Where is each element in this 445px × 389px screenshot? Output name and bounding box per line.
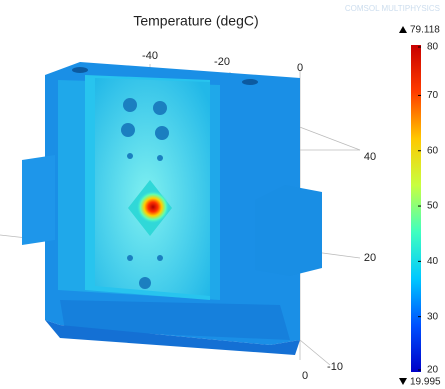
colorbar-tick-label: 20 — [427, 365, 439, 376]
max-marker — [399, 26, 407, 33]
colorbar-tick-label: 80 — [427, 42, 439, 53]
model — [22, 62, 322, 355]
min-label: 19.995 — [410, 377, 441, 388]
z-tick-label: -10 — [327, 361, 343, 373]
y-tick-label: 40 — [364, 151, 376, 163]
x-tick-label: -20 — [214, 56, 230, 68]
watermark: COMSOL MULTIPHYSICS — [345, 4, 440, 13]
colorbar-tick-label: 50 — [427, 201, 439, 212]
max-label: 79.118 — [410, 25, 440, 36]
colorbar-rect — [411, 45, 421, 372]
colorbar-tick-label: 60 — [427, 145, 439, 156]
colorbar-tick-label: 70 — [427, 90, 439, 101]
y-tick-label: 20 — [364, 252, 376, 264]
colorbar-tick-label: 30 — [427, 311, 439, 322]
min-marker — [399, 378, 407, 385]
z-tick-label: 0 — [302, 370, 308, 382]
x-tick-label: -40 — [142, 50, 158, 62]
colorbar-tick-label: 40 — [427, 256, 439, 267]
x-tick-label: 0 — [297, 62, 303, 74]
colorbar: 20 30 40 50 60 70 80 79.118 19.995 — [399, 25, 441, 388]
chart: Temperature (degC) COMSOL MULTIPHYSICS 2… — [0, 0, 445, 389]
chart-title: Temperature (degC) — [133, 13, 258, 29]
